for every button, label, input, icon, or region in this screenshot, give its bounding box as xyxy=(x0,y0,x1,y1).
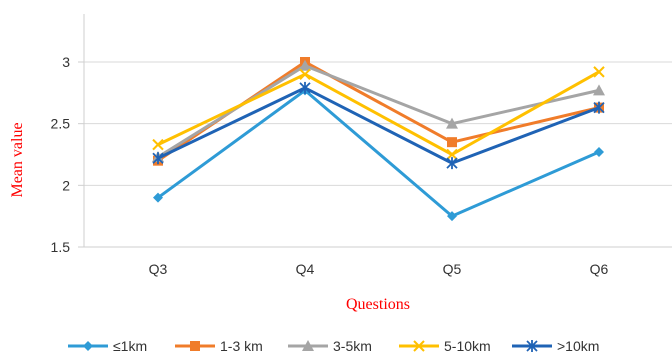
data-point xyxy=(413,340,425,352)
legend-label: 5-10km xyxy=(444,338,491,354)
data-point xyxy=(299,81,311,94)
data-point xyxy=(153,192,163,203)
y-tick-label: 3 xyxy=(62,54,70,70)
series-line xyxy=(157,86,600,165)
data-point xyxy=(593,84,605,96)
x-axis-title: Questions xyxy=(346,296,410,313)
data-point xyxy=(446,157,458,170)
x-tick-label: Q5 xyxy=(443,261,462,277)
data-point xyxy=(299,59,311,71)
legend-item: 5-10km xyxy=(399,338,491,354)
series->10km xyxy=(152,81,605,170)
series-5-10km xyxy=(152,66,605,161)
data-point xyxy=(446,148,458,161)
legend-label: ≤1km xyxy=(113,338,147,354)
data-point xyxy=(447,137,457,148)
series-3-5km xyxy=(152,59,605,162)
data-point xyxy=(299,68,311,81)
data-point xyxy=(190,341,200,351)
x-tick-label: Q4 xyxy=(296,261,315,277)
y-tick-label: 1.5 xyxy=(51,239,71,255)
data-point xyxy=(302,340,314,351)
series-line xyxy=(157,88,600,218)
series-layer xyxy=(152,57,605,222)
data-point xyxy=(83,341,93,351)
data-point xyxy=(526,340,538,352)
legend: ≤1km 1-3 km 3-5km 5-10km >10km xyxy=(68,338,599,354)
legend-item: 1-3 km xyxy=(175,338,263,354)
series-1-3 km xyxy=(153,57,604,166)
legend-item: >10km xyxy=(512,338,599,354)
x-tick-labels: Q3 Q4 Q5 Q6 xyxy=(149,261,609,277)
axes xyxy=(83,14,672,248)
data-point xyxy=(152,138,164,151)
series-line xyxy=(157,64,600,159)
data-point xyxy=(447,211,457,222)
legend-item: 3-5km xyxy=(288,338,372,354)
y-tick-labels: 1.5 2 2.5 3 xyxy=(51,54,84,255)
series-line xyxy=(157,70,600,156)
y-axis-title: Mean value xyxy=(9,122,26,197)
x-tick-label: Q3 xyxy=(149,261,168,277)
y-tick-label: 2 xyxy=(62,177,70,193)
data-point xyxy=(593,101,605,114)
legend-label: >10km xyxy=(557,338,599,354)
legend-item: ≤1km xyxy=(68,338,147,354)
y-tick-label: 2.5 xyxy=(51,116,71,132)
series-line xyxy=(157,60,600,162)
legend-label: 1-3 km xyxy=(220,338,263,354)
data-point xyxy=(593,66,605,78)
legend-label: 3-5km xyxy=(333,338,372,354)
data-point xyxy=(446,117,458,129)
x-tick-label: Q6 xyxy=(590,261,609,277)
data-point xyxy=(594,147,604,158)
data-point xyxy=(152,152,164,165)
